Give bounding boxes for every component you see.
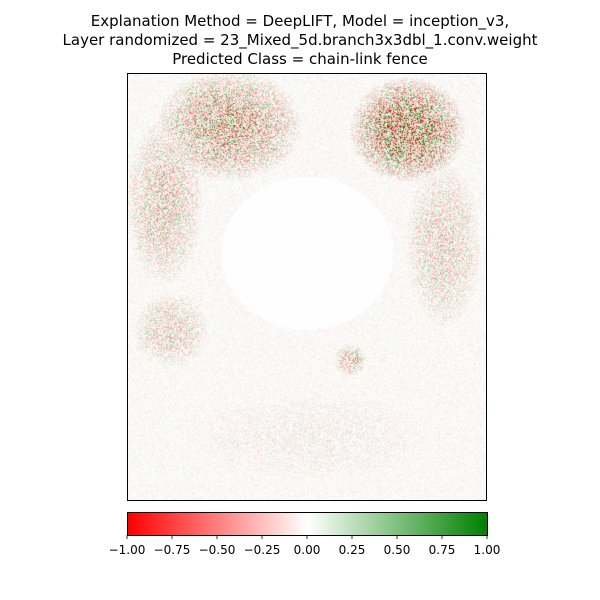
colorbar-tick-label: 1.00: [474, 543, 501, 557]
chart-title-line-2: Layer randomized = 23_Mixed_5d.branch3x3…: [62, 31, 538, 49]
colorbar-tick-label: −0.50: [199, 543, 236, 557]
colorbar-tick-label: −1.00: [109, 543, 146, 557]
colorbar: [127, 512, 488, 536]
chart-title-line-1: Explanation Method = DeepLIFT, Model = i…: [90, 12, 510, 30]
colorbar-tick-label: 0.75: [429, 543, 456, 557]
colorbar-tick-label: 0.00: [294, 543, 321, 557]
colorbar-tick-label: 0.25: [339, 543, 366, 557]
colorbar-tick-label: −0.75: [154, 543, 191, 557]
colorbar-tick-label: −0.25: [244, 543, 281, 557]
attribution-heatmap: [128, 74, 486, 500]
heatmap-plot-area: [127, 73, 487, 501]
colorbar-tick-label: 0.50: [384, 543, 411, 557]
chart-title-line-3: Predicted Class = chain-link fence: [172, 50, 428, 68]
